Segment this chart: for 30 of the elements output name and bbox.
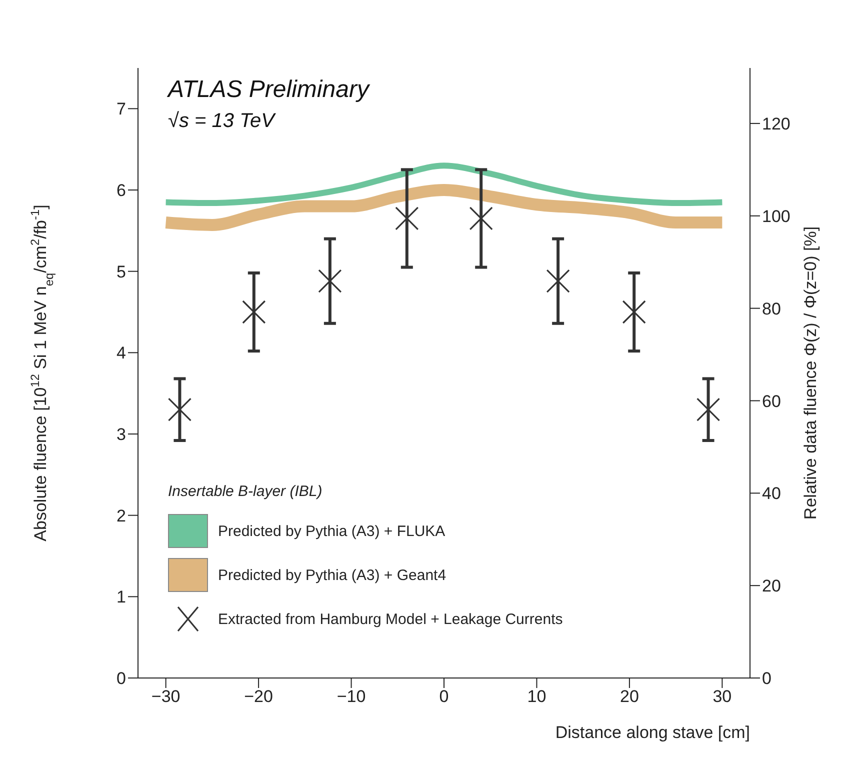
legend-label: Extracted from Hamburg Model + Leakage Currents xyxy=(218,610,563,628)
x-tick-label: 20 xyxy=(620,687,639,706)
y2-tick-label: 0 xyxy=(762,669,772,688)
y2-tick-label: 60 xyxy=(762,392,781,411)
y-tick-label: 4 xyxy=(116,344,126,363)
x-tick-label: 0 xyxy=(439,687,449,706)
x-axis-title: Distance along stave [cm] xyxy=(555,723,750,742)
legend-label: Predicted by Pythia (A3) + Geant4 xyxy=(218,566,446,584)
annotation: ATLAS Preliminary xyxy=(168,76,369,104)
y2-tick-label: 40 xyxy=(762,484,781,504)
y2-axis-title: Relative data fluence Φ(z) / Φ(z=0) [%] xyxy=(801,226,820,520)
legend-label: Predicted by Pythia (A3) + FLUKA xyxy=(218,522,446,540)
y-tick-label: 0 xyxy=(116,669,126,688)
y-tick-label: 6 xyxy=(116,181,126,200)
legend-title: Insertable B-layer (IBL) xyxy=(168,483,324,500)
y2-tick-label: 100 xyxy=(762,206,790,226)
y-tick-label: 1 xyxy=(116,588,126,607)
y-tick-label: 2 xyxy=(116,506,126,526)
x-tick-label: 10 xyxy=(527,687,546,706)
y-tick-label: 5 xyxy=(116,262,126,282)
y2-tick-label: 80 xyxy=(762,299,781,318)
x-tick-label: −10 xyxy=(336,687,366,706)
annotation: √s = 13 TeV xyxy=(168,110,274,133)
y-tick-label: 3 xyxy=(116,425,126,444)
x-tick-label: −30 xyxy=(151,687,180,706)
x-tick-label: 30 xyxy=(712,687,732,706)
y2-tick-label: 120 xyxy=(762,114,790,134)
x-tick-label: −20 xyxy=(244,687,273,706)
y2-tick-label: 20 xyxy=(762,576,781,596)
y-tick-label: 7 xyxy=(116,100,126,119)
